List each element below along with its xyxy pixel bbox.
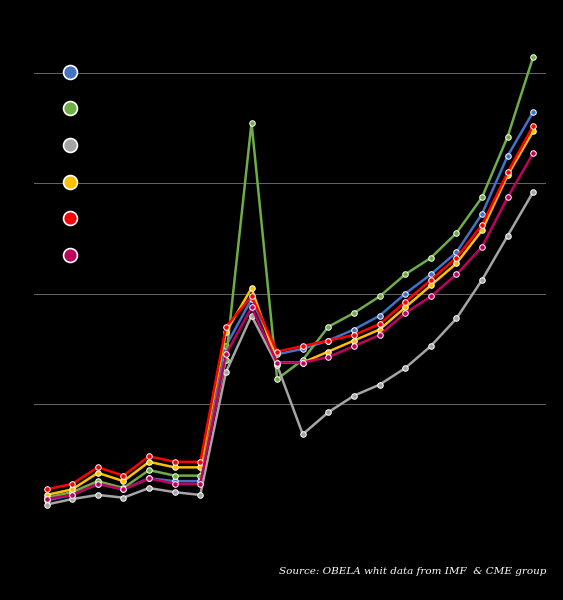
Text: Source: OBELA whit data from IMF  & CME group: Source: OBELA whit data from IMF & CME g… xyxy=(279,567,546,576)
